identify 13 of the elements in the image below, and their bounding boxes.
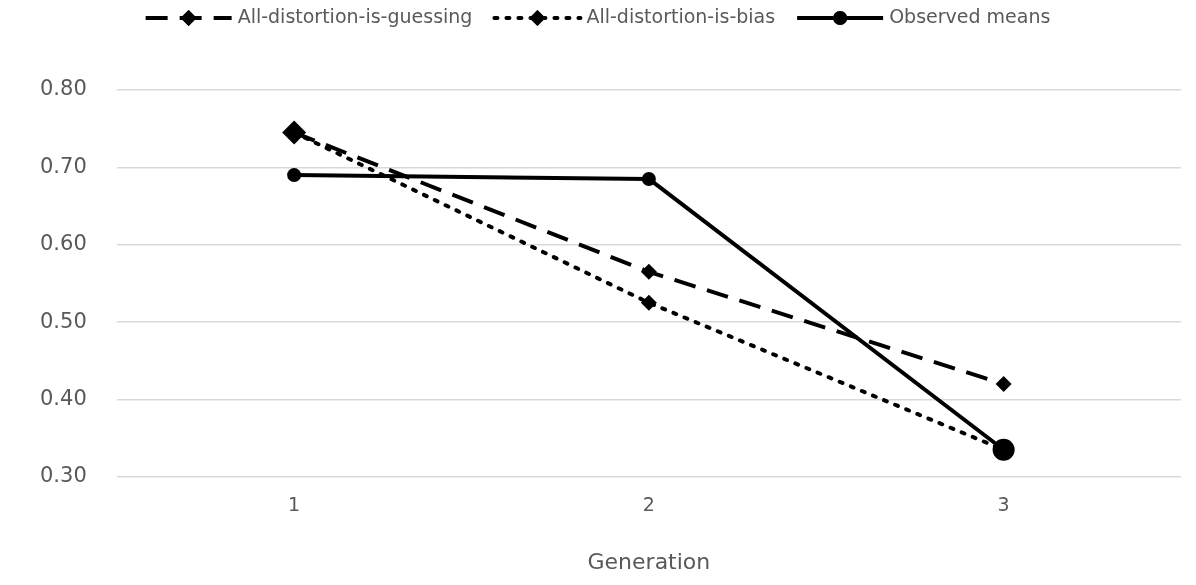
y-tick-label: 0.30: [39, 463, 87, 488]
x-tick-label: 2: [642, 493, 655, 516]
y-tick-label: 0.50: [39, 308, 87, 333]
x-axis-title: Generation: [587, 548, 711, 574]
x-tick-label: 1: [288, 493, 301, 516]
y-tick-label: 0.80: [39, 76, 87, 101]
y-tick-label: 0.40: [39, 385, 87, 410]
y-tick-label: 0.60: [39, 231, 87, 256]
legend-label: All-distortion-is-guessing: [237, 4, 473, 27]
x-tick-label: 3: [997, 493, 1010, 516]
legend-label: All-distortion-is-bias: [586, 4, 776, 27]
legend-label: Observed means: [889, 4, 1051, 27]
y-tick-label: 0.70: [39, 153, 87, 178]
